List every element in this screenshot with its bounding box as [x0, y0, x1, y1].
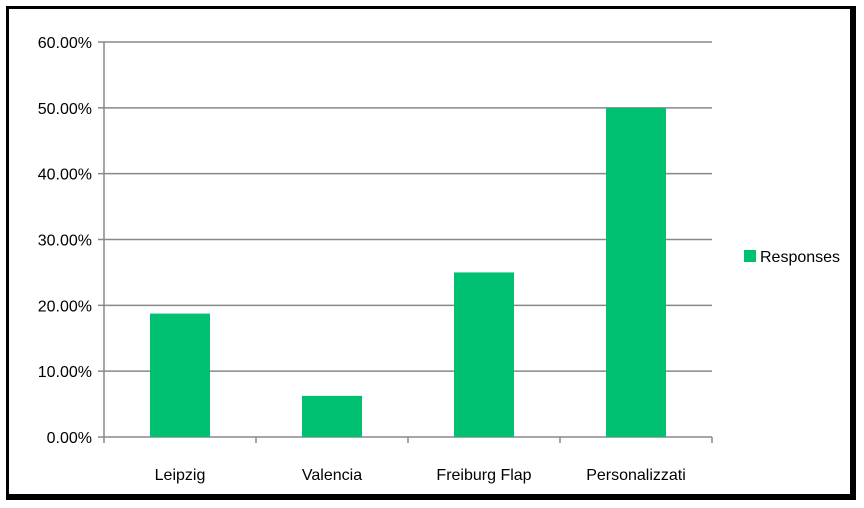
y-tick-label: 50.00% [38, 101, 92, 118]
x-tick-label: Leipzig [155, 467, 206, 484]
bars [150, 107, 666, 437]
legend-swatch [744, 250, 756, 262]
y-tick-label: 20.00% [38, 298, 92, 315]
y-tick-label: 10.00% [38, 364, 92, 381]
x-axis: Leipzig Valencia Freiburg Flap Personalizza… [103, 436, 713, 484]
y-tick-label: 60.00% [38, 35, 92, 52]
x-tick-label: Freiburg Flap [436, 467, 531, 484]
bar-freiburg-flap [454, 272, 514, 437]
chart-frame [6, 6, 856, 500]
bar-personalizzati [606, 107, 666, 437]
y-tick-label: 40.00% [38, 167, 92, 184]
x-tick-label: Valencia [302, 467, 362, 484]
y-axis: 0.00% 10.00% 20.00% 30.00% 40.00% 50.00% 60.00… [38, 35, 105, 447]
y-tick-label: 30.00% [38, 233, 92, 250]
bar-valencia [302, 395, 362, 437]
bar-leipzig [150, 313, 210, 437]
x-tick-label: Personalizzati [586, 467, 686, 484]
legend-label: Responses [760, 249, 840, 266]
y-tick-label: 0.00% [47, 430, 92, 447]
legend: Responses [744, 249, 840, 266]
